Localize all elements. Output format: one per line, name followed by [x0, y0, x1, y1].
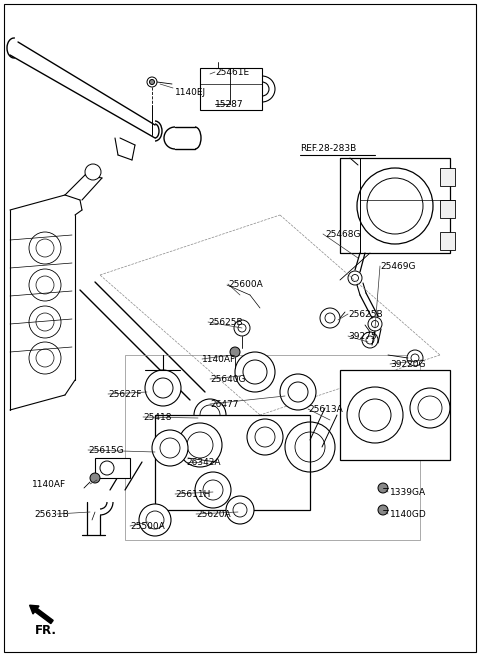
Circle shape [407, 350, 423, 366]
Text: 26477: 26477 [210, 400, 239, 409]
Bar [125, 355, 420, 540]
Text: 25500A: 25500A [130, 522, 165, 531]
Bar [440, 200, 455, 218]
Text: 25625B: 25625B [208, 318, 242, 327]
Circle shape [230, 347, 240, 357]
Bar [200, 68, 262, 110]
Text: 26342A: 26342A [186, 458, 220, 467]
Circle shape [149, 79, 155, 85]
Text: 1140EJ: 1140EJ [175, 88, 206, 97]
Circle shape [152, 430, 188, 466]
Circle shape [195, 472, 231, 508]
Text: 1140AF: 1140AF [32, 480, 66, 489]
Text: 25622F: 25622F [108, 390, 142, 399]
Text: 25469G: 25469G [380, 262, 416, 271]
Bar [340, 370, 450, 460]
Text: FR.: FR. [35, 623, 57, 636]
Text: 1140GD: 1140GD [390, 510, 427, 519]
Text: 39275: 39275 [348, 332, 377, 341]
Text: 25611H: 25611H [175, 490, 210, 499]
Circle shape [378, 505, 388, 515]
FancyArrow shape [30, 605, 53, 624]
Text: 1339GA: 1339GA [390, 488, 426, 497]
Text: 25613A: 25613A [308, 405, 343, 414]
Text: 39220G: 39220G [390, 360, 425, 369]
Circle shape [235, 352, 275, 392]
Text: 25625B: 25625B [348, 310, 383, 319]
Text: REF.28-283B: REF.28-283B [300, 144, 356, 153]
Text: 25631B: 25631B [34, 510, 69, 519]
Bar [340, 158, 360, 253]
Circle shape [139, 504, 171, 536]
Circle shape [145, 370, 181, 406]
Circle shape [194, 399, 226, 431]
Text: 25468G: 25468G [325, 230, 360, 239]
Circle shape [280, 374, 316, 410]
Circle shape [226, 496, 254, 524]
Circle shape [378, 483, 388, 493]
Circle shape [90, 473, 100, 483]
Circle shape [85, 164, 101, 180]
Bar [155, 415, 310, 510]
Text: 15287: 15287 [215, 100, 244, 109]
Text: 1140AF: 1140AF [202, 355, 236, 364]
Text: 25600A: 25600A [228, 280, 263, 289]
Bar [95, 458, 130, 478]
Text: 25418: 25418 [143, 413, 171, 422]
Bar [440, 232, 455, 250]
Bar [440, 168, 455, 186]
Circle shape [147, 77, 157, 87]
Text: 25461E: 25461E [215, 68, 249, 77]
Bar [340, 158, 450, 253]
Text: 25620A: 25620A [196, 510, 230, 519]
Text: 25615G: 25615G [88, 446, 124, 455]
Text: 25640G: 25640G [210, 375, 245, 384]
